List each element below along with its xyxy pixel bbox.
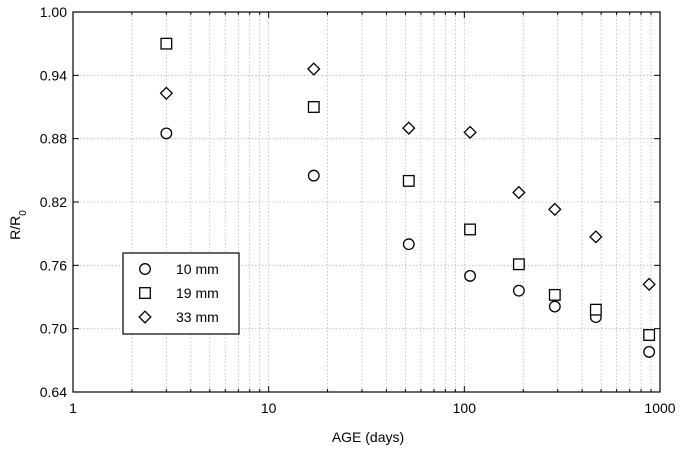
y-tick-label: 1.00 bbox=[40, 4, 67, 20]
data-point-diamond bbox=[402, 121, 416, 135]
data-point-square bbox=[464, 223, 477, 236]
y-tick-label: 0.76 bbox=[40, 257, 67, 273]
data-point-diamond bbox=[642, 277, 656, 292]
data-point-diamond bbox=[307, 62, 321, 76]
data-point-diamond bbox=[589, 230, 603, 244]
data-point-diamond bbox=[548, 202, 562, 217]
data-point-circle bbox=[643, 345, 656, 358]
legend-marker-diamond bbox=[138, 310, 152, 324]
data-point-square bbox=[160, 37, 173, 50]
legend-label: 33 mm bbox=[176, 309, 219, 325]
y-tick-label: 0.70 bbox=[40, 321, 67, 337]
data-points bbox=[159, 37, 656, 358]
y-tick-label: 0.88 bbox=[40, 131, 67, 147]
grid bbox=[73, 12, 660, 392]
legend-marker-square bbox=[139, 287, 151, 299]
x-tick-label: 10 bbox=[261, 400, 277, 416]
data-point-circle bbox=[548, 300, 561, 313]
legend-label: 10 mm bbox=[176, 261, 219, 277]
data-point-circle bbox=[160, 127, 173, 140]
y-tick-label: 0.94 bbox=[40, 67, 67, 83]
y-axis-title: R/R0 bbox=[7, 210, 29, 240]
legend-label: 19 mm bbox=[176, 285, 219, 301]
data-point-circle bbox=[512, 284, 525, 297]
data-point-circle bbox=[307, 169, 320, 182]
legend-marker-circle bbox=[139, 263, 151, 275]
data-point-diamond bbox=[463, 125, 477, 140]
data-point-diamond bbox=[159, 86, 174, 100]
data-point-square bbox=[589, 303, 602, 316]
data-point-square bbox=[307, 101, 320, 113]
x-tick-label: 1 bbox=[69, 400, 77, 416]
data-point-square bbox=[643, 329, 656, 341]
data-point-circle bbox=[464, 269, 477, 282]
data-point-square bbox=[402, 174, 415, 187]
x-tick-label: 100 bbox=[453, 400, 477, 416]
y-axis-title-subscript: 0 bbox=[18, 210, 29, 216]
data-point-circle bbox=[402, 238, 415, 251]
data-point-square bbox=[512, 258, 525, 271]
data-point-diamond bbox=[512, 185, 526, 200]
y-tick-label: 0.64 bbox=[40, 384, 67, 400]
data-point-square bbox=[548, 288, 561, 301]
axis-ticks: 0.64 0.70 0.76 0.82 0.88 0.94 1.00 1 10 100 1000 bbox=[40, 4, 676, 416]
legend: 10 mm 19 mm 33 mm bbox=[122, 252, 240, 335]
x-tick-label: 1000 bbox=[644, 400, 675, 416]
x-axis-title: AGE (days) bbox=[332, 429, 404, 445]
y-tick-label: 0.82 bbox=[40, 194, 67, 210]
